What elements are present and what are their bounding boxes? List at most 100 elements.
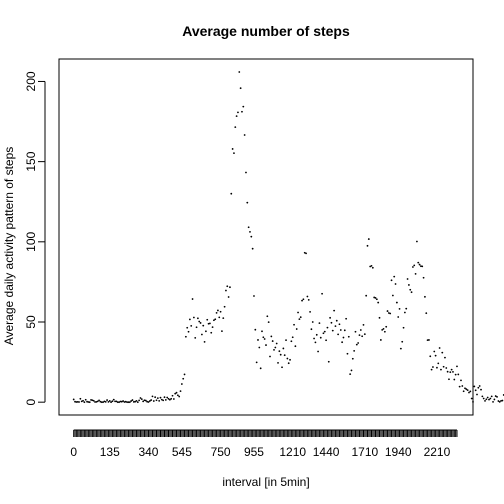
- data-point: [424, 295, 426, 298]
- data-point: [468, 391, 470, 394]
- data-point: [231, 148, 234, 150]
- data-point: [369, 265, 372, 268]
- data-point: [434, 354, 437, 357]
- data-point: [115, 400, 118, 403]
- data-point: [401, 340, 404, 343]
- data-point: [265, 344, 267, 346]
- data-point: [278, 350, 281, 353]
- data-point: [492, 400, 494, 403]
- x-tick-label: 1440: [313, 445, 340, 459]
- data-point: [72, 398, 75, 401]
- data-point: [210, 331, 213, 334]
- data-point: [374, 297, 377, 299]
- data-point: [80, 400, 83, 403]
- data-point: [243, 134, 246, 136]
- data-point: [395, 301, 398, 304]
- data-point: [349, 373, 352, 376]
- data-point: [209, 322, 211, 325]
- data-point: [219, 310, 222, 313]
- data-point: [175, 391, 178, 394]
- data-point: [306, 295, 309, 298]
- data-point: [476, 393, 478, 396]
- data-point: [194, 336, 197, 339]
- data-point: [460, 379, 462, 382]
- data-point: [118, 401, 120, 404]
- data-point: [259, 367, 262, 370]
- data-point: [405, 307, 408, 310]
- data-point: [142, 400, 145, 403]
- data-point: [333, 309, 336, 312]
- data-point: [496, 395, 498, 398]
- data-point: [454, 373, 457, 376]
- data-point: [461, 385, 464, 387]
- data-point: [199, 322, 202, 324]
- data-point: [319, 336, 322, 339]
- x-tick-label: 750: [211, 445, 231, 459]
- data-point: [430, 368, 433, 371]
- data-point: [190, 324, 193, 327]
- x-axis: 0 135 340 545 750 955 1210 1440 1710 1940 2210: [70, 429, 458, 459]
- data-point: [239, 87, 242, 90]
- data-point: [203, 340, 206, 343]
- data-point: [442, 365, 445, 368]
- data-point: [444, 356, 446, 359]
- data-point: [426, 339, 429, 342]
- data-point: [279, 353, 282, 356]
- data-point: [168, 398, 171, 401]
- data-point: [286, 357, 289, 360]
- data-point: [436, 366, 438, 369]
- data-point: [452, 370, 454, 373]
- data-point: [179, 390, 182, 393]
- data-point: [135, 399, 138, 402]
- data-point: [156, 397, 159, 400]
- data-point: [147, 401, 150, 403]
- data-point: [313, 337, 315, 340]
- data-point: [87, 401, 90, 403]
- data-point: [198, 320, 201, 323]
- data-point: [222, 317, 225, 320]
- data-point: [176, 394, 179, 397]
- data-point: [270, 335, 273, 338]
- data-point: [342, 336, 345, 339]
- data-point: [326, 326, 329, 329]
- data-point: [134, 400, 137, 403]
- data-point: [120, 400, 123, 403]
- data-point: [263, 338, 266, 340]
- data-point: [371, 266, 374, 269]
- data-point: [158, 399, 161, 402]
- data-point: [314, 341, 317, 344]
- data-point: [445, 367, 448, 369]
- data-point: [274, 346, 277, 349]
- data-point: [363, 333, 366, 336]
- data-point: [416, 240, 418, 243]
- data-point: [188, 318, 191, 321]
- data-point: [84, 398, 87, 401]
- data-point: [412, 266, 414, 268]
- data-point: [377, 301, 380, 304]
- data-point: [159, 396, 162, 399]
- data-point: [253, 295, 255, 297]
- data-point: [394, 283, 397, 285]
- data-point: [485, 398, 488, 401]
- data-point: [488, 398, 490, 401]
- data-point: [421, 265, 424, 268]
- data-point: [242, 105, 245, 108]
- data-points: [72, 71, 504, 404]
- data-point: [75, 401, 78, 403]
- data-point: [172, 398, 175, 400]
- data-point: [437, 362, 440, 365]
- data-point: [341, 341, 344, 344]
- data-point: [107, 400, 110, 403]
- data-point: [367, 238, 370, 240]
- data-point: [131, 399, 134, 401]
- data-point: [218, 316, 221, 319]
- data-point: [76, 400, 79, 403]
- data-point: [381, 328, 384, 331]
- data-point: [464, 387, 466, 390]
- data-point: [453, 378, 456, 381]
- data-point: [390, 279, 393, 282]
- data-point: [358, 334, 361, 337]
- x-tick-label: 1940: [385, 445, 412, 459]
- data-point: [83, 401, 86, 404]
- data-point: [310, 328, 313, 331]
